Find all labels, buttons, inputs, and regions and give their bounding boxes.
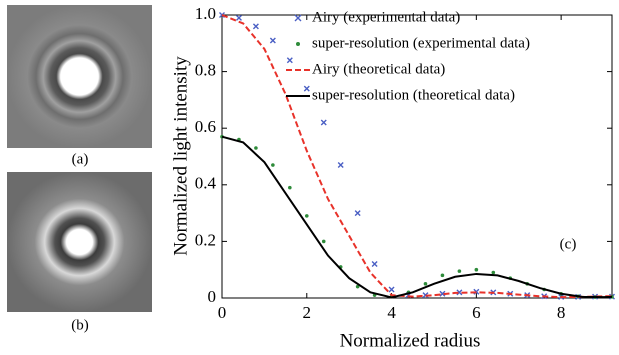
x-tick-label: 2 [303,303,312,322]
image-a [7,5,152,148]
legend-label: Airy (theoretical data) [312,61,445,77]
y-tick-label: 0.6 [195,117,216,136]
x-marker [253,24,258,29]
x-marker [355,211,360,216]
legend-label: Airy (experimental data) [312,9,460,25]
y-tick-label: 0.4 [195,174,217,193]
x-tick-label: 0 [218,303,227,322]
dot-marker [458,269,462,273]
legend-label: super-resolution (experimental data) [312,35,530,51]
annotation: (c) [560,236,577,252]
legend-marker [295,15,301,21]
dot-marker [441,274,445,278]
x-marker [389,287,394,292]
dot-marker [254,146,258,150]
dot-marker [305,214,309,218]
line-series [222,15,612,297]
figure: (a) (b) Normalized radius Normalized lig… [0,0,619,355]
dot-marker [475,268,479,272]
x-marker [321,120,326,125]
x-marker [287,58,292,63]
x-tick-label: 8 [557,303,566,322]
panel-label: (b) [71,317,89,333]
x-axis-label: Normalized radius [340,330,481,351]
x-tick-label: 4 [387,303,396,322]
legend-marker [296,42,300,46]
dot-marker [288,186,292,190]
panel-label: (a) [72,151,89,167]
x-marker [236,15,241,20]
y-tick-label: 0.8 [195,61,216,80]
legend-label: super-resolution (theoretical data) [312,87,515,103]
line-series [222,137,612,298]
dot-marker [322,240,326,244]
x-marker [372,262,377,267]
plot-frame [222,15,612,298]
x-marker [338,162,343,167]
y-axis-label: Normalized light intensity [170,56,191,256]
image-b [7,172,152,312]
dot-marker [424,282,428,286]
y-tick-label: 0 [208,287,217,306]
x-marker [270,38,275,43]
x-tick-label: 6 [472,303,481,322]
dot-marker [271,163,275,167]
dot-marker [492,271,496,275]
x-marker [304,86,309,91]
y-tick-label: 0.2 [195,230,216,249]
y-tick-label: 1.0 [195,4,216,23]
